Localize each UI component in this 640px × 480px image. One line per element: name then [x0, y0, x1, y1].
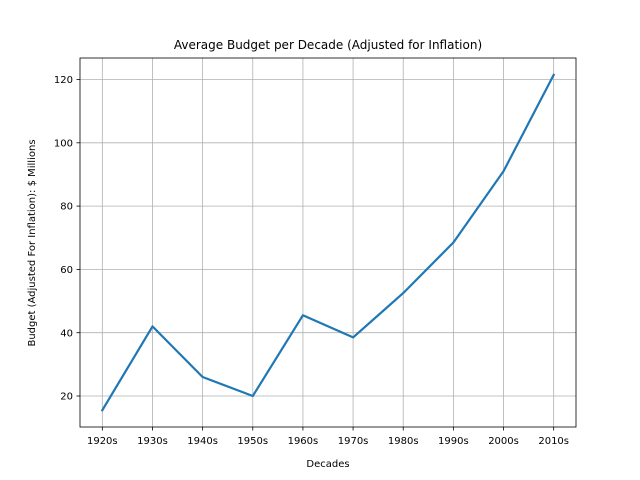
y-tick-label: 100 — [54, 138, 73, 149]
grid-lines — [80, 58, 576, 427]
x-tick-label: 2010s — [538, 436, 569, 447]
x-tick-label: 1980s — [388, 436, 419, 447]
x-tick-label: 2000s — [488, 436, 519, 447]
x-tick-label: 1970s — [338, 436, 369, 447]
x-axis-label: Decades — [306, 459, 349, 470]
x-tick-label: 1930s — [137, 436, 168, 447]
y-tick-label: 20 — [60, 392, 73, 403]
x-tick-label: 1940s — [187, 436, 218, 447]
chart-title: Average Budget per Decade (Adjusted for … — [174, 38, 482, 52]
x-tick-label: 1990s — [438, 436, 469, 447]
x-tick-label: 1920s — [87, 436, 118, 447]
y-tick-label: 40 — [60, 328, 73, 339]
y-axis-label: Budget (Adjusted For Inflation): $ Milli… — [27, 139, 38, 346]
budget-series-line — [100, 73, 556, 412]
plot-frame — [79, 57, 577, 428]
series-layer — [100, 73, 556, 412]
axis-ticks: 1920s 1930s 1940s 1950s 1960s 1970s 1980s 1990s… — [54, 75, 569, 447]
x-tick-label: 1950s — [237, 436, 268, 447]
x-tick-label: 1960s — [288, 436, 319, 447]
y-tick-label: 120 — [54, 75, 73, 86]
y-tick-label: 80 — [60, 202, 73, 213]
y-tick-label: 60 — [60, 265, 73, 276]
